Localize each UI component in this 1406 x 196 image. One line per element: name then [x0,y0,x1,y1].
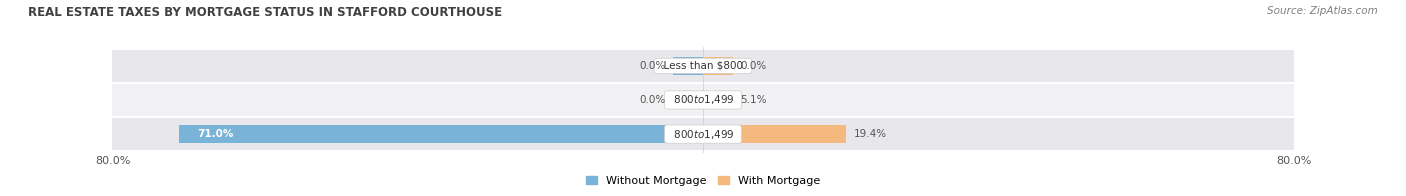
Text: REAL ESTATE TAXES BY MORTGAGE STATUS IN STAFFORD COURTHOUSE: REAL ESTATE TAXES BY MORTGAGE STATUS IN … [28,6,502,19]
Bar [112,84,1294,116]
Text: Source: ZipAtlas.com: Source: ZipAtlas.com [1267,6,1378,16]
Text: $800 to $1,499: $800 to $1,499 [666,128,740,141]
Bar [703,91,741,109]
Bar [673,91,703,109]
Text: $800 to $1,499: $800 to $1,499 [666,93,740,106]
Bar [112,50,1294,82]
Text: 0.0%: 0.0% [640,95,666,105]
Bar [179,125,703,143]
Text: 0.0%: 0.0% [640,61,666,71]
Bar [112,118,1294,150]
Text: 0.0%: 0.0% [740,61,766,71]
Bar [703,57,733,75]
Text: 19.4%: 19.4% [853,129,887,139]
Text: 71.0%: 71.0% [197,129,233,139]
Bar [673,57,703,75]
Text: Less than $800: Less than $800 [657,61,749,71]
Text: 5.1%: 5.1% [740,95,766,105]
Bar [703,125,846,143]
Legend: Without Mortgage, With Mortgage: Without Mortgage, With Mortgage [582,172,824,191]
